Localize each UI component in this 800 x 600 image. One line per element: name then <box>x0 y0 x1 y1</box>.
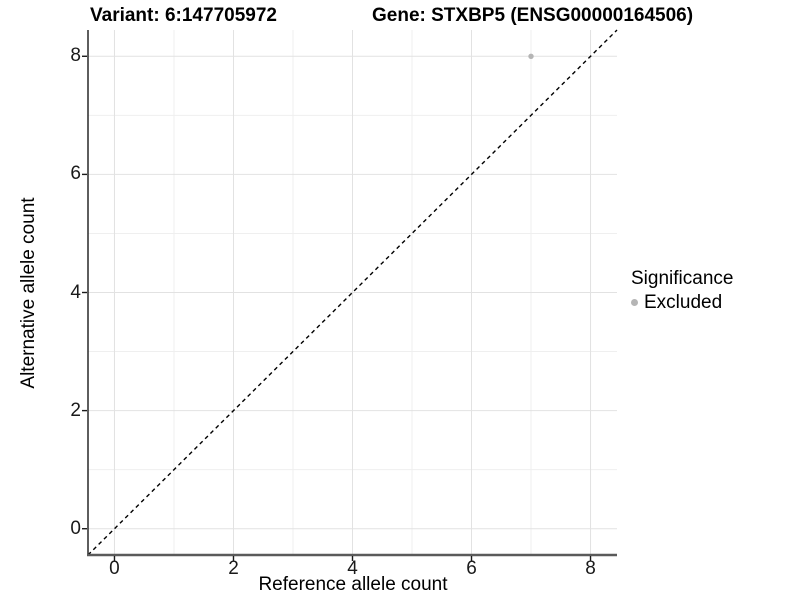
y-tick-label: 8 <box>70 45 81 67</box>
legend-item-label: Excluded <box>644 292 723 313</box>
plot-title-variant: Variant: 6:147705972 <box>90 5 277 26</box>
y-tick-label: 6 <box>70 163 81 185</box>
x-tick-label: 6 <box>466 558 477 579</box>
y-tick-label: 2 <box>70 399 81 421</box>
x-tick-label: 8 <box>585 558 596 579</box>
x-tick-label: 0 <box>109 558 120 579</box>
data-point <box>528 53 534 59</box>
y-axis-title: Alternative allele count <box>18 197 39 389</box>
legend-title: Significance <box>631 268 734 289</box>
y-tick-label: 4 <box>70 281 81 303</box>
x-axis-title: Reference allele count <box>258 574 448 595</box>
y-tick-label: 0 <box>70 517 81 539</box>
legend: Significance Excluded <box>631 268 733 313</box>
legend-item-excluded: Excluded <box>631 292 733 313</box>
legend-marker-dot <box>631 299 638 306</box>
x-tick-label: 4 <box>347 558 358 579</box>
x-tick-label: 2 <box>228 558 239 579</box>
plot-title-gene: Gene: STXBP5 (ENSG00000164506) <box>372 5 694 26</box>
